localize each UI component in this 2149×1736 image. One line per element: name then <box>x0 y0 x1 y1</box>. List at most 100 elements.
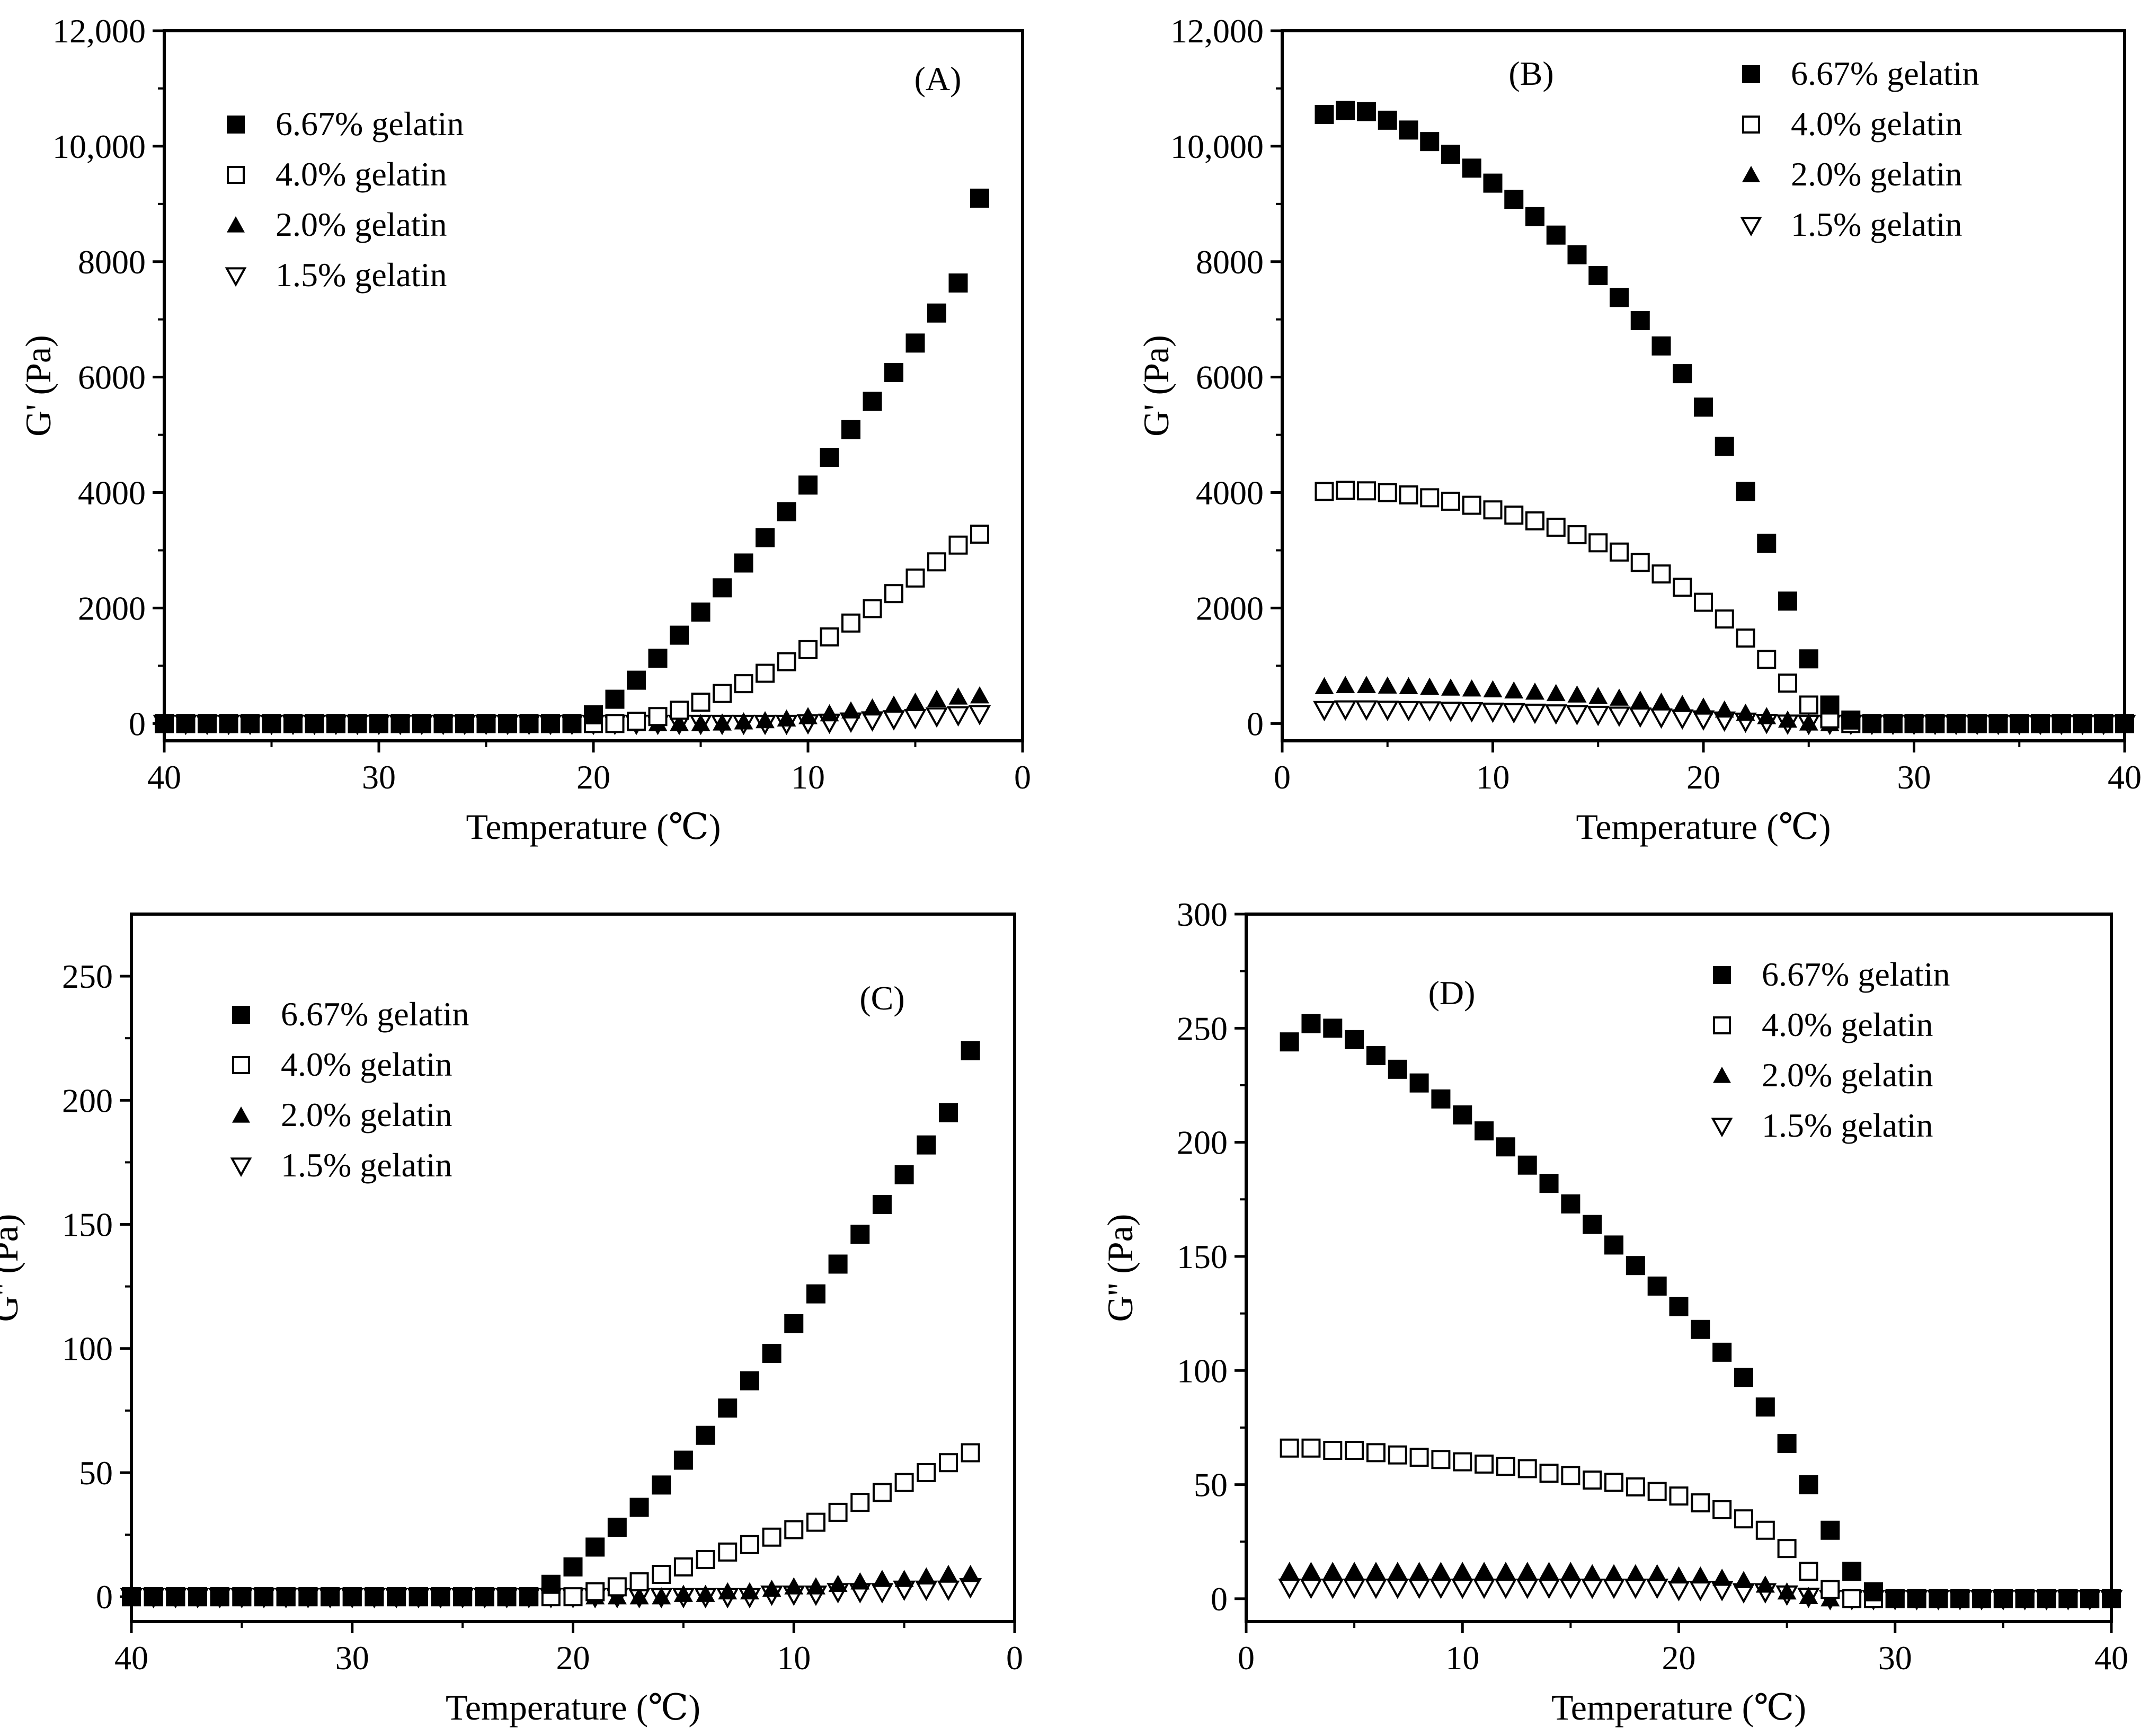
x-tick-label: 30 <box>362 758 396 796</box>
data-point <box>1409 1073 1429 1093</box>
data-point <box>1778 674 1797 693</box>
data-point <box>1988 714 2008 733</box>
data-point <box>691 693 711 712</box>
data-point <box>519 1587 539 1607</box>
data-point <box>1586 705 1610 727</box>
data-point <box>762 1344 782 1363</box>
data-point <box>144 1587 163 1607</box>
y-tick-label: 6000 <box>1196 359 1264 396</box>
data-point <box>1630 553 1650 572</box>
data-point <box>1504 506 1524 525</box>
data-point <box>498 714 517 733</box>
data-point <box>2115 714 2134 733</box>
data-point <box>1388 1059 1407 1079</box>
data-point <box>1366 1046 1386 1065</box>
data-point <box>1496 1137 1515 1157</box>
data-point <box>947 706 970 727</box>
data-point <box>2052 714 2071 733</box>
data-point <box>904 709 927 730</box>
data-point <box>2058 1589 2078 1608</box>
y-tick-label: 8000 <box>1196 243 1264 281</box>
data-point <box>777 709 796 727</box>
data-point <box>455 714 474 733</box>
data-point <box>1378 676 1397 694</box>
data-point <box>1561 1194 1580 1214</box>
y-tick-label: 6000 <box>78 359 146 396</box>
data-point <box>1343 1579 1366 1599</box>
data-point <box>2015 1589 2035 1608</box>
data-point <box>1757 707 1777 724</box>
data-point <box>1712 1569 1732 1586</box>
data-point <box>1691 1319 1710 1339</box>
data-point <box>806 1284 825 1304</box>
data-point <box>629 1587 649 1605</box>
data-point <box>777 502 796 521</box>
data-point <box>828 1254 848 1274</box>
data-point <box>433 714 453 733</box>
data-point <box>756 528 775 547</box>
y-tick-label: 12,000 <box>52 12 146 50</box>
data-point <box>629 1572 649 1592</box>
data-point <box>1712 1342 1732 1362</box>
data-point <box>1378 110 1397 130</box>
data-point <box>734 674 753 694</box>
data-point <box>1624 1579 1647 1599</box>
data-point <box>1734 1368 1753 1387</box>
legend-label: 1.5% gelatin <box>276 256 447 294</box>
data-point <box>696 1584 715 1602</box>
data-point <box>1462 495 1481 515</box>
y-tick-label: 50 <box>79 1454 113 1492</box>
data-point <box>1523 703 1547 724</box>
data-point <box>1734 1509 1753 1529</box>
x-tick-label: 20 <box>576 758 610 796</box>
data-point <box>605 689 625 709</box>
data-point <box>1323 1018 1343 1038</box>
data-point <box>734 712 753 730</box>
x-tick-label: 40 <box>147 758 181 796</box>
data-point <box>784 1577 804 1595</box>
data-point <box>298 1587 318 1607</box>
data-point <box>584 705 603 724</box>
data-point <box>648 707 668 727</box>
data-point <box>1431 1562 1451 1579</box>
data-point <box>1712 1500 1732 1519</box>
data-point <box>1671 709 1694 730</box>
legend-label: 2.0% gelatin <box>276 206 447 243</box>
data-point <box>1799 649 1818 669</box>
data-point <box>1583 1564 1602 1581</box>
data-point <box>283 714 303 733</box>
plot-frame <box>130 913 1016 1623</box>
data-point <box>1525 682 1544 700</box>
data-point <box>1280 1562 1299 1579</box>
data-point <box>1651 336 1671 356</box>
data-point <box>1336 481 1355 500</box>
data-point <box>1651 693 1671 710</box>
legend-marker <box>227 116 245 134</box>
x-tick-label: 10 <box>1476 758 1510 796</box>
data-point <box>1453 1105 1472 1124</box>
data-point <box>321 1587 340 1607</box>
data-point <box>798 475 818 495</box>
panel-label: (B) <box>1508 55 1553 92</box>
x-tick-label: 20 <box>1686 758 1720 796</box>
legend-label: 4.0% gelatin <box>276 155 447 193</box>
data-point <box>1630 311 1650 330</box>
data-point <box>1694 592 1713 612</box>
legend-marker <box>1711 1118 1733 1138</box>
data-point <box>1538 1579 1560 1599</box>
data-point <box>1588 687 1608 704</box>
data-point <box>607 1577 627 1597</box>
data-point <box>1667 1581 1690 1601</box>
data-point <box>905 333 925 353</box>
legend-marker <box>1740 217 1762 237</box>
data-point <box>2094 714 2114 733</box>
data-point <box>863 698 882 716</box>
data-point <box>1626 1256 1645 1276</box>
data-point <box>1947 714 1966 733</box>
data-point <box>1799 695 1818 715</box>
data-point <box>1673 695 1692 712</box>
data-point <box>1345 1441 1364 1460</box>
data-point <box>1604 1473 1624 1492</box>
y-tick-label: 12,000 <box>1170 12 1264 50</box>
data-point <box>210 1587 229 1607</box>
